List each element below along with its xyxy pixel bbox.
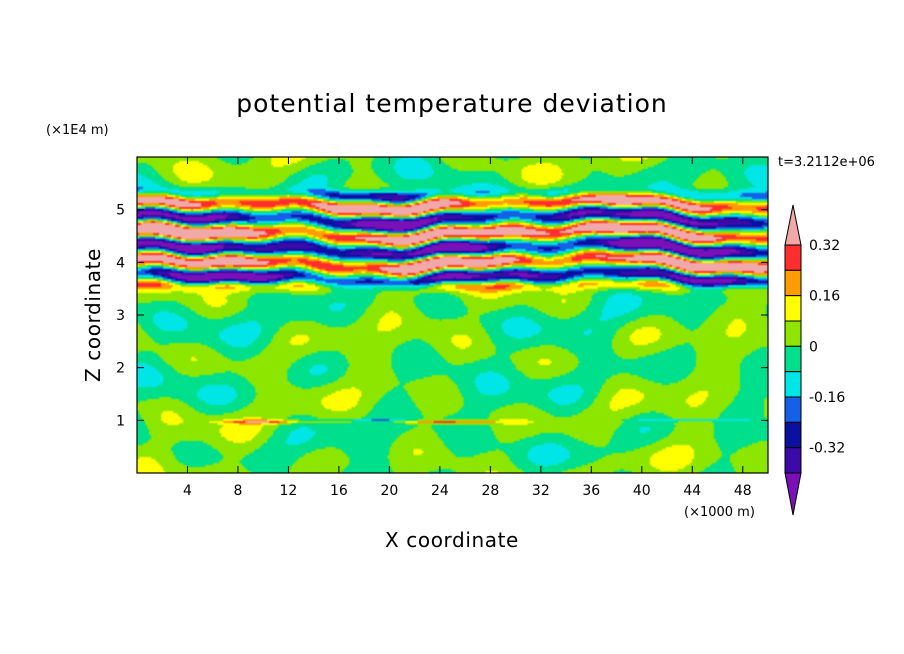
- x-tick-label: 12: [280, 483, 298, 499]
- x-tick-label: 32: [532, 483, 550, 499]
- colorbar-box: [784, 421, 802, 449]
- colorbar-label: 0.16: [809, 289, 840, 305]
- x-unit-label: (×1000 m): [684, 505, 755, 520]
- time-label: t=3.2112e+06: [778, 155, 875, 170]
- colorbar: 0.32 0.16 0 -0.16 -0.32: [784, 204, 845, 516]
- x-tick-label: 44: [683, 483, 701, 499]
- x-tick-label: 36: [582, 483, 600, 499]
- colorbar-extend-bottom: [784, 472, 802, 516]
- colorbar-label: 0: [809, 339, 818, 355]
- colorbar-label: -0.16: [809, 390, 845, 406]
- colorbar-label: -0.32: [809, 441, 845, 457]
- field-raster: [137, 157, 768, 473]
- x-axis-title: X coordinate: [385, 528, 519, 552]
- colorbar-extend-top: [784, 204, 802, 246]
- y-axis-title: Z coordinate: [81, 248, 105, 382]
- x-tick-label: 48: [734, 483, 752, 499]
- colorbar-box: [784, 244, 802, 271]
- colorbar-box: [784, 269, 802, 297]
- x-tick-label: 24: [431, 483, 449, 499]
- x-ticks: 4 8 12 16 20 24 28 32 36 40 44 48: [183, 157, 752, 499]
- y-ticks: 1 2 3 4 5: [116, 203, 768, 429]
- colorbar-box: [784, 320, 802, 347]
- y-tick-label: 5: [116, 203, 125, 219]
- colorbar-box: [784, 371, 802, 398]
- x-tick-label: 40: [633, 483, 651, 499]
- x-tick-label: 28: [481, 483, 499, 499]
- plot-area: [137, 157, 768, 473]
- colorbar-box: [784, 295, 802, 322]
- x-tick-label: 8: [233, 483, 242, 499]
- x-tick-label: 16: [330, 483, 348, 499]
- y-tick-label: 4: [116, 255, 125, 271]
- colorbar-box: [784, 447, 802, 474]
- chart-title: potential temperature deviation: [236, 89, 667, 118]
- y-tick-label: 1: [116, 413, 125, 429]
- colorbar-box: [784, 396, 802, 423]
- colorbar-label: 0.32: [809, 238, 840, 254]
- y-tick-label: 3: [116, 308, 125, 324]
- y-tick-label: 2: [116, 361, 125, 377]
- y-unit-label: (×1E4 m): [46, 123, 109, 138]
- x-tick-label: 20: [380, 483, 398, 499]
- colorbar-box: [784, 345, 802, 373]
- x-tick-label: 4: [183, 483, 192, 499]
